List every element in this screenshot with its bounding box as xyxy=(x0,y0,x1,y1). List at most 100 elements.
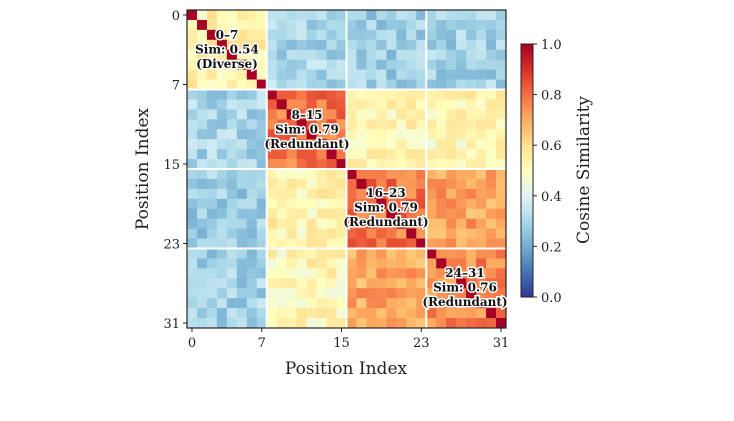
heatmap-cell xyxy=(346,159,357,170)
heatmap-cell xyxy=(296,268,308,279)
heatmap-cell xyxy=(256,59,268,71)
heatmap-cell xyxy=(266,248,278,259)
heatmap-cell xyxy=(276,298,288,309)
heatmap-cell xyxy=(466,49,477,61)
heatmap-cell xyxy=(336,258,347,269)
heatmap-cell xyxy=(326,59,337,71)
heatmap-cell xyxy=(426,198,437,210)
heatmap-cell xyxy=(246,79,258,90)
heatmap-cell xyxy=(196,149,208,160)
heatmap-cell xyxy=(396,238,407,249)
heatmap-cell xyxy=(256,178,268,190)
heatmap-cell xyxy=(246,119,258,130)
heatmap-cell xyxy=(386,208,397,220)
heatmap-cell xyxy=(306,109,317,120)
heatmap-cell xyxy=(266,79,278,90)
heatmap-cell xyxy=(366,109,377,120)
heatmap-cell xyxy=(266,238,278,249)
heatmap-cell xyxy=(206,178,218,190)
heatmap-cell xyxy=(466,139,477,150)
heatmap-cell xyxy=(196,79,208,90)
heatmap-cell xyxy=(426,248,437,259)
heatmap-cell xyxy=(246,69,258,80)
heatmap-cell xyxy=(496,268,507,279)
heatmap-cell xyxy=(246,288,258,299)
heatmap-cell xyxy=(436,149,447,160)
heatmap-cell xyxy=(496,248,507,259)
heatmap-cell xyxy=(496,139,507,150)
heatmap-cell xyxy=(496,129,507,140)
heatmap-cell xyxy=(256,169,268,180)
heatmap-cell xyxy=(187,129,198,140)
heatmap-cell xyxy=(296,10,308,21)
heatmap-cell xyxy=(286,278,298,289)
heatmap-cell xyxy=(296,238,308,249)
heatmap-cell xyxy=(466,109,477,120)
heatmap-cell xyxy=(446,288,457,299)
heatmap-cell xyxy=(276,308,288,319)
heatmap-cell xyxy=(356,298,367,309)
heatmap-cell xyxy=(366,178,377,190)
heatmap-cell xyxy=(456,59,467,71)
annotation-range: 0–7 xyxy=(216,28,239,42)
heatmap-cell xyxy=(306,119,317,130)
heatmap-cell xyxy=(436,49,447,61)
heatmap-cell xyxy=(206,288,218,299)
heatmap-cell xyxy=(366,308,377,319)
heatmap-cell xyxy=(496,89,507,100)
heatmap-cell xyxy=(286,139,298,150)
heatmap-cell xyxy=(187,169,198,180)
heatmap-cell xyxy=(306,169,317,180)
heatmap-cell xyxy=(226,268,238,279)
heatmap-cell xyxy=(226,19,238,31)
heatmap-cell xyxy=(396,159,407,170)
heatmap-cell xyxy=(206,129,218,140)
heatmap-cell xyxy=(446,169,457,180)
heatmap-cell xyxy=(286,208,298,220)
heatmap-cell xyxy=(496,159,507,170)
heatmap-cell xyxy=(376,308,387,319)
heatmap-cell xyxy=(306,79,317,90)
heatmap-cell xyxy=(336,178,347,190)
heatmap-cell xyxy=(346,149,357,160)
heatmap-cell xyxy=(476,298,487,309)
heatmap-cell xyxy=(496,278,507,289)
heatmap-cell xyxy=(376,19,387,31)
heatmap-cell xyxy=(286,248,298,259)
heatmap-cell xyxy=(256,298,268,309)
heatmap-cell xyxy=(366,29,377,41)
heatmap-cell xyxy=(406,139,417,150)
heatmap-cell xyxy=(286,39,298,51)
heatmap-cell xyxy=(486,288,497,299)
heatmap-cell xyxy=(376,278,387,289)
heatmap-cell xyxy=(276,188,288,200)
heatmap-cell xyxy=(486,19,497,31)
heatmap-cell xyxy=(306,278,317,289)
heatmap-cell xyxy=(336,278,347,289)
heatmap-cell xyxy=(456,268,467,279)
heatmap-cell xyxy=(196,258,208,269)
heatmap-cell xyxy=(446,178,457,190)
heatmap-cell xyxy=(346,218,357,230)
heatmap-cell xyxy=(206,268,218,279)
heatmap-cell xyxy=(496,149,507,160)
x-tick-label: 23 xyxy=(413,336,430,351)
heatmap-cell xyxy=(386,198,397,210)
heatmap-cell xyxy=(276,268,288,279)
heatmap-cell xyxy=(366,218,377,230)
heatmap-cell xyxy=(216,119,228,130)
heatmap-cell xyxy=(386,69,397,80)
heatmap-cell xyxy=(346,288,357,299)
heatmap-cell xyxy=(366,149,377,160)
heatmap-cell xyxy=(396,29,407,41)
heatmap-cell xyxy=(236,318,248,329)
heatmap-cell xyxy=(296,298,308,309)
heatmap-cell xyxy=(266,218,278,230)
heatmap-cell xyxy=(446,268,457,279)
heatmap-cell xyxy=(316,218,327,230)
heatmap-cell xyxy=(406,228,417,239)
heatmap-cell xyxy=(496,79,507,90)
heatmap-cell xyxy=(187,188,198,200)
heatmap-cell xyxy=(306,69,317,80)
heatmap-cell xyxy=(426,188,437,200)
